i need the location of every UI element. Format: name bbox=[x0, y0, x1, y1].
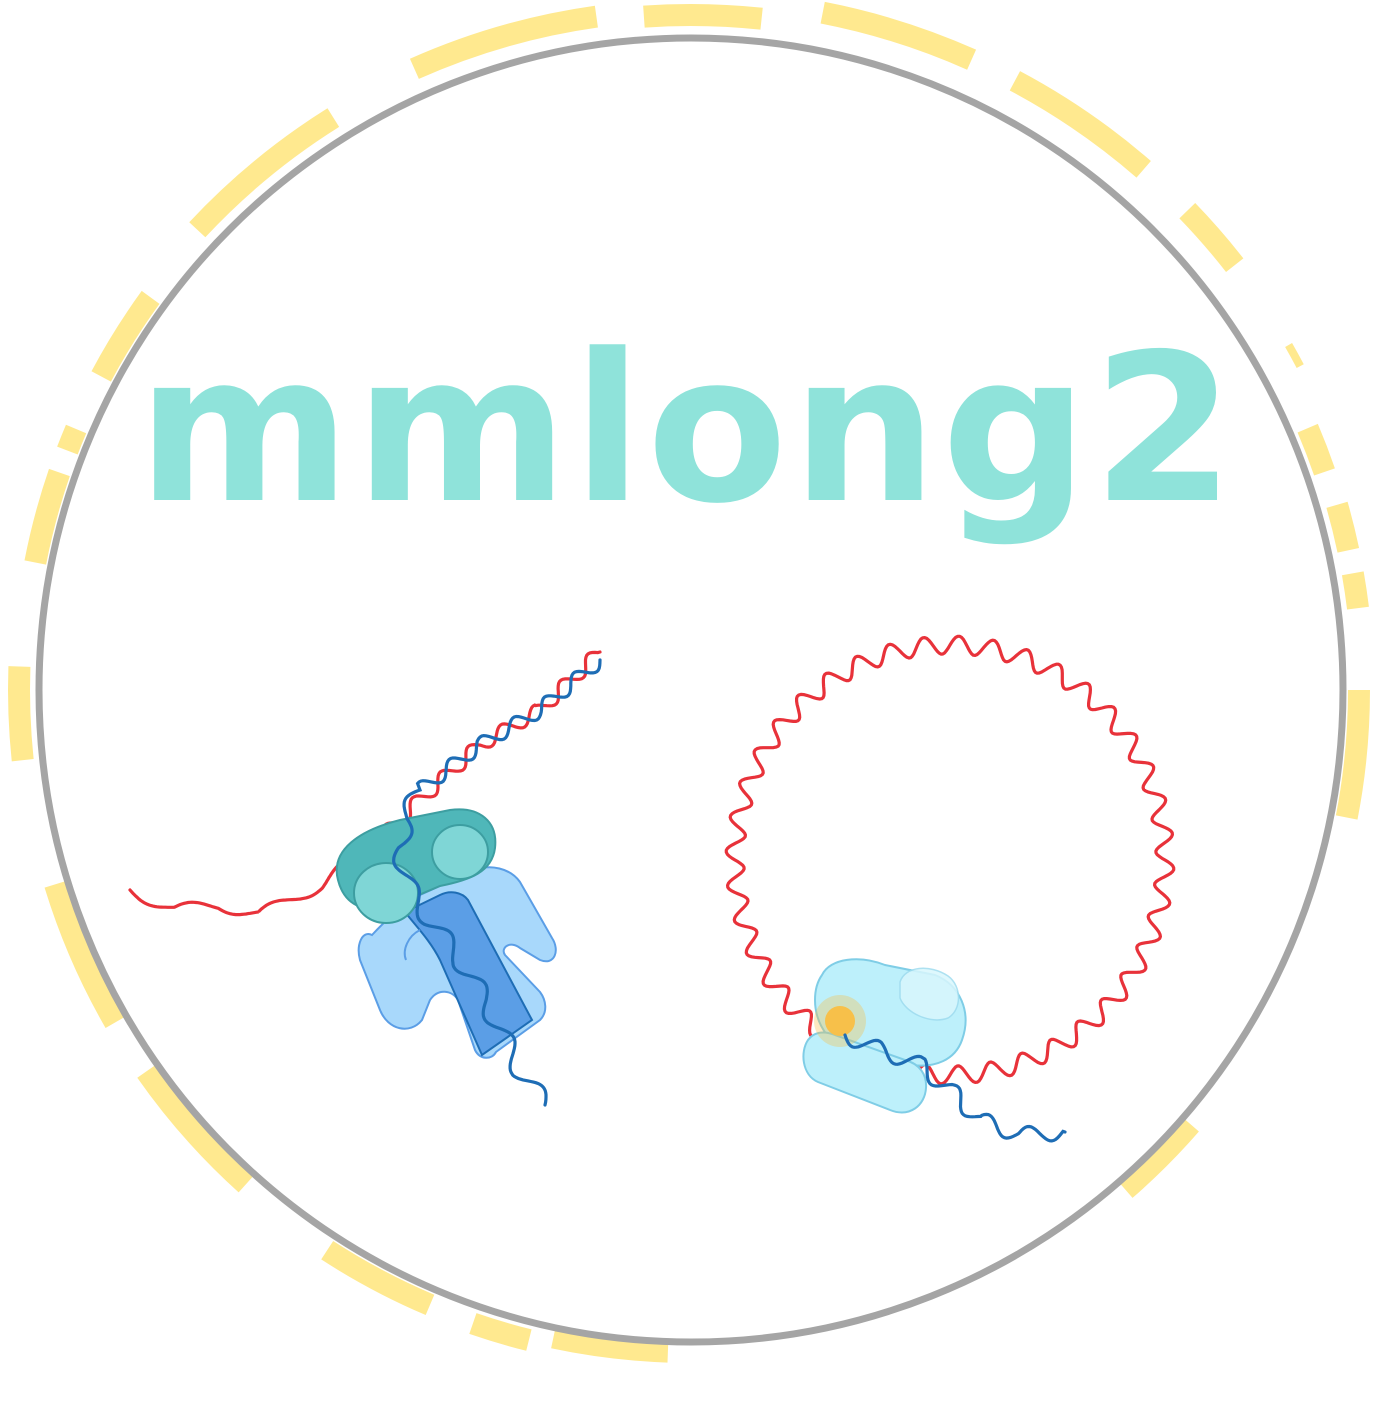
dash-arc-2 bbox=[820, 1, 977, 70]
dash-arc-16 bbox=[8, 666, 34, 762]
blue-tail-strand bbox=[843, 1033, 1067, 1143]
dash-arc-8 bbox=[1341, 571, 1369, 610]
dash-arc-20 bbox=[189, 108, 340, 238]
ribosome-subunit-right bbox=[431, 824, 489, 880]
polymerase-notch bbox=[403, 929, 421, 961]
dash-arc-1 bbox=[643, 4, 763, 30]
logo-title: mmlong2 bbox=[137, 311, 1239, 549]
dash-arc-17 bbox=[24, 468, 70, 565]
dash-arc-7 bbox=[1326, 501, 1360, 553]
dash-arc-6 bbox=[1297, 423, 1335, 476]
dash-arc-18 bbox=[57, 424, 87, 455]
dash-arc-4 bbox=[1179, 203, 1244, 273]
dash-arc-3 bbox=[1009, 71, 1151, 178]
dash-arc-14 bbox=[137, 1065, 254, 1193]
dash-arc-9 bbox=[1335, 689, 1370, 820]
outer-ring bbox=[35, 34, 1347, 1346]
enzyme-complex-icon bbox=[802, 958, 967, 1114]
dash-arc-13 bbox=[321, 1240, 435, 1316]
polymerase-channel bbox=[403, 891, 534, 1057]
blue-strand bbox=[392, 658, 602, 1107]
dash-arc-21 bbox=[409, 5, 598, 79]
dash-arc-11 bbox=[551, 1326, 669, 1363]
active-site-icon bbox=[825, 1006, 855, 1036]
ribosome-icon bbox=[335, 808, 497, 924]
dash-arc-5 bbox=[1285, 343, 1304, 368]
dash-arc-15 bbox=[44, 881, 125, 1028]
dash-arc-19 bbox=[91, 290, 160, 382]
circular-red-strand bbox=[724, 634, 1176, 1086]
dash-arc-12 bbox=[469, 1313, 532, 1351]
dash-arc-10 bbox=[1118, 1117, 1199, 1198]
circular-dna-blue bbox=[843, 1033, 1067, 1143]
dashed-arc-ring bbox=[8, 1, 1370, 1363]
circular-dna-icon bbox=[724, 634, 1176, 1086]
enzyme-cap bbox=[899, 967, 960, 1021]
linear-dna-blue bbox=[392, 658, 602, 1107]
ribosome-subunit-left bbox=[353, 862, 419, 924]
enzyme-lower-domain bbox=[802, 1031, 928, 1114]
